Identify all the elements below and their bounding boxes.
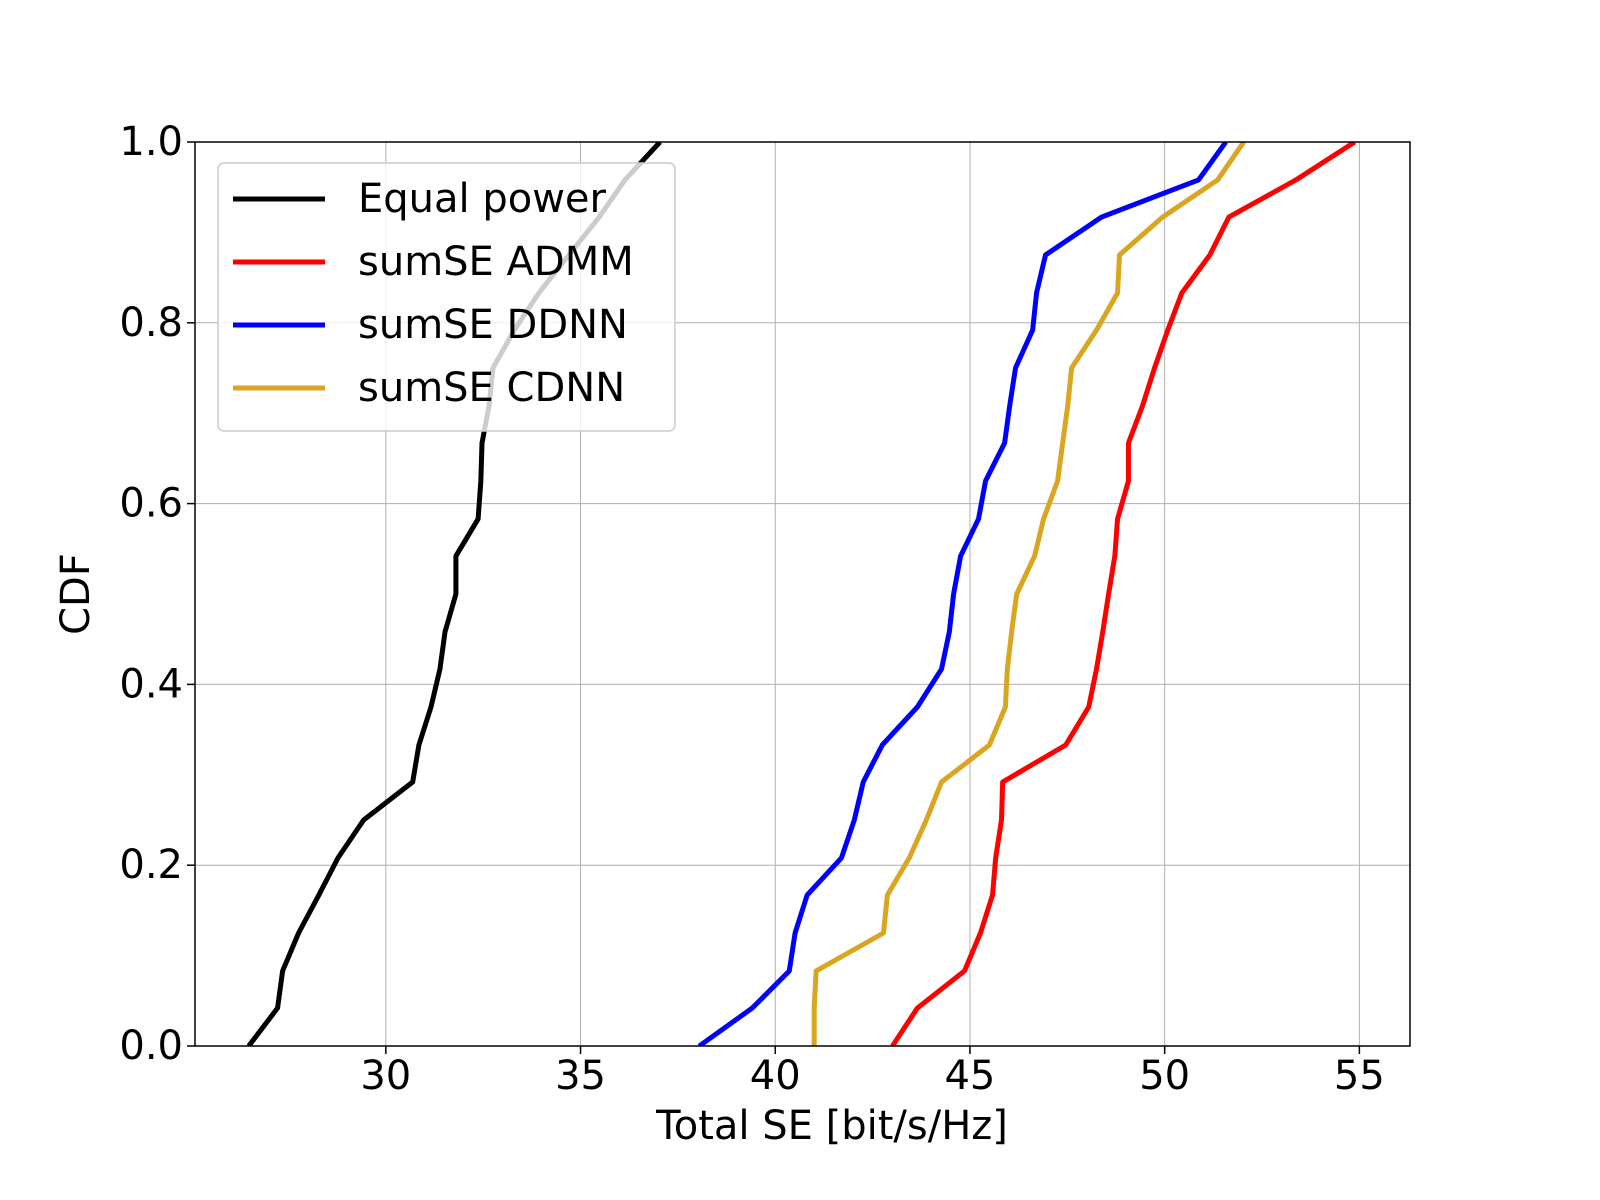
x-tick-label: 40 bbox=[750, 1053, 801, 1099]
x-tick-label: 50 bbox=[1139, 1053, 1190, 1099]
data-line bbox=[811, 142, 1246, 1046]
x-tick-label: 45 bbox=[944, 1053, 995, 1099]
y-tick-label: 0.4 bbox=[119, 661, 183, 707]
y-tick-label: 1.0 bbox=[119, 119, 183, 165]
legend-label: Equal power bbox=[358, 176, 607, 222]
y-tick-label: 0.0 bbox=[119, 1023, 183, 1069]
y-tick-label: 0.6 bbox=[119, 481, 183, 527]
x-tick-label: 55 bbox=[1334, 1053, 1385, 1099]
x-axis-label: Total SE [bit/s/Hz] bbox=[655, 1103, 1008, 1149]
data-line bbox=[890, 142, 1357, 1046]
y-axis-label: CDF bbox=[53, 553, 99, 635]
y-tick-label: 0.8 bbox=[119, 300, 183, 346]
x-tick-label: 30 bbox=[360, 1053, 411, 1099]
x-tick-label: 35 bbox=[555, 1053, 606, 1099]
data-line bbox=[697, 142, 1228, 1046]
legend-label: sumSE DDNN bbox=[358, 302, 628, 348]
y-tick-label: 0.2 bbox=[119, 842, 183, 888]
plot-frame bbox=[194, 141, 1411, 1047]
legend-label: sumSE ADMM bbox=[358, 239, 634, 285]
legend-box bbox=[217, 162, 676, 432]
legend-label: sumSE CDNN bbox=[358, 365, 625, 411]
